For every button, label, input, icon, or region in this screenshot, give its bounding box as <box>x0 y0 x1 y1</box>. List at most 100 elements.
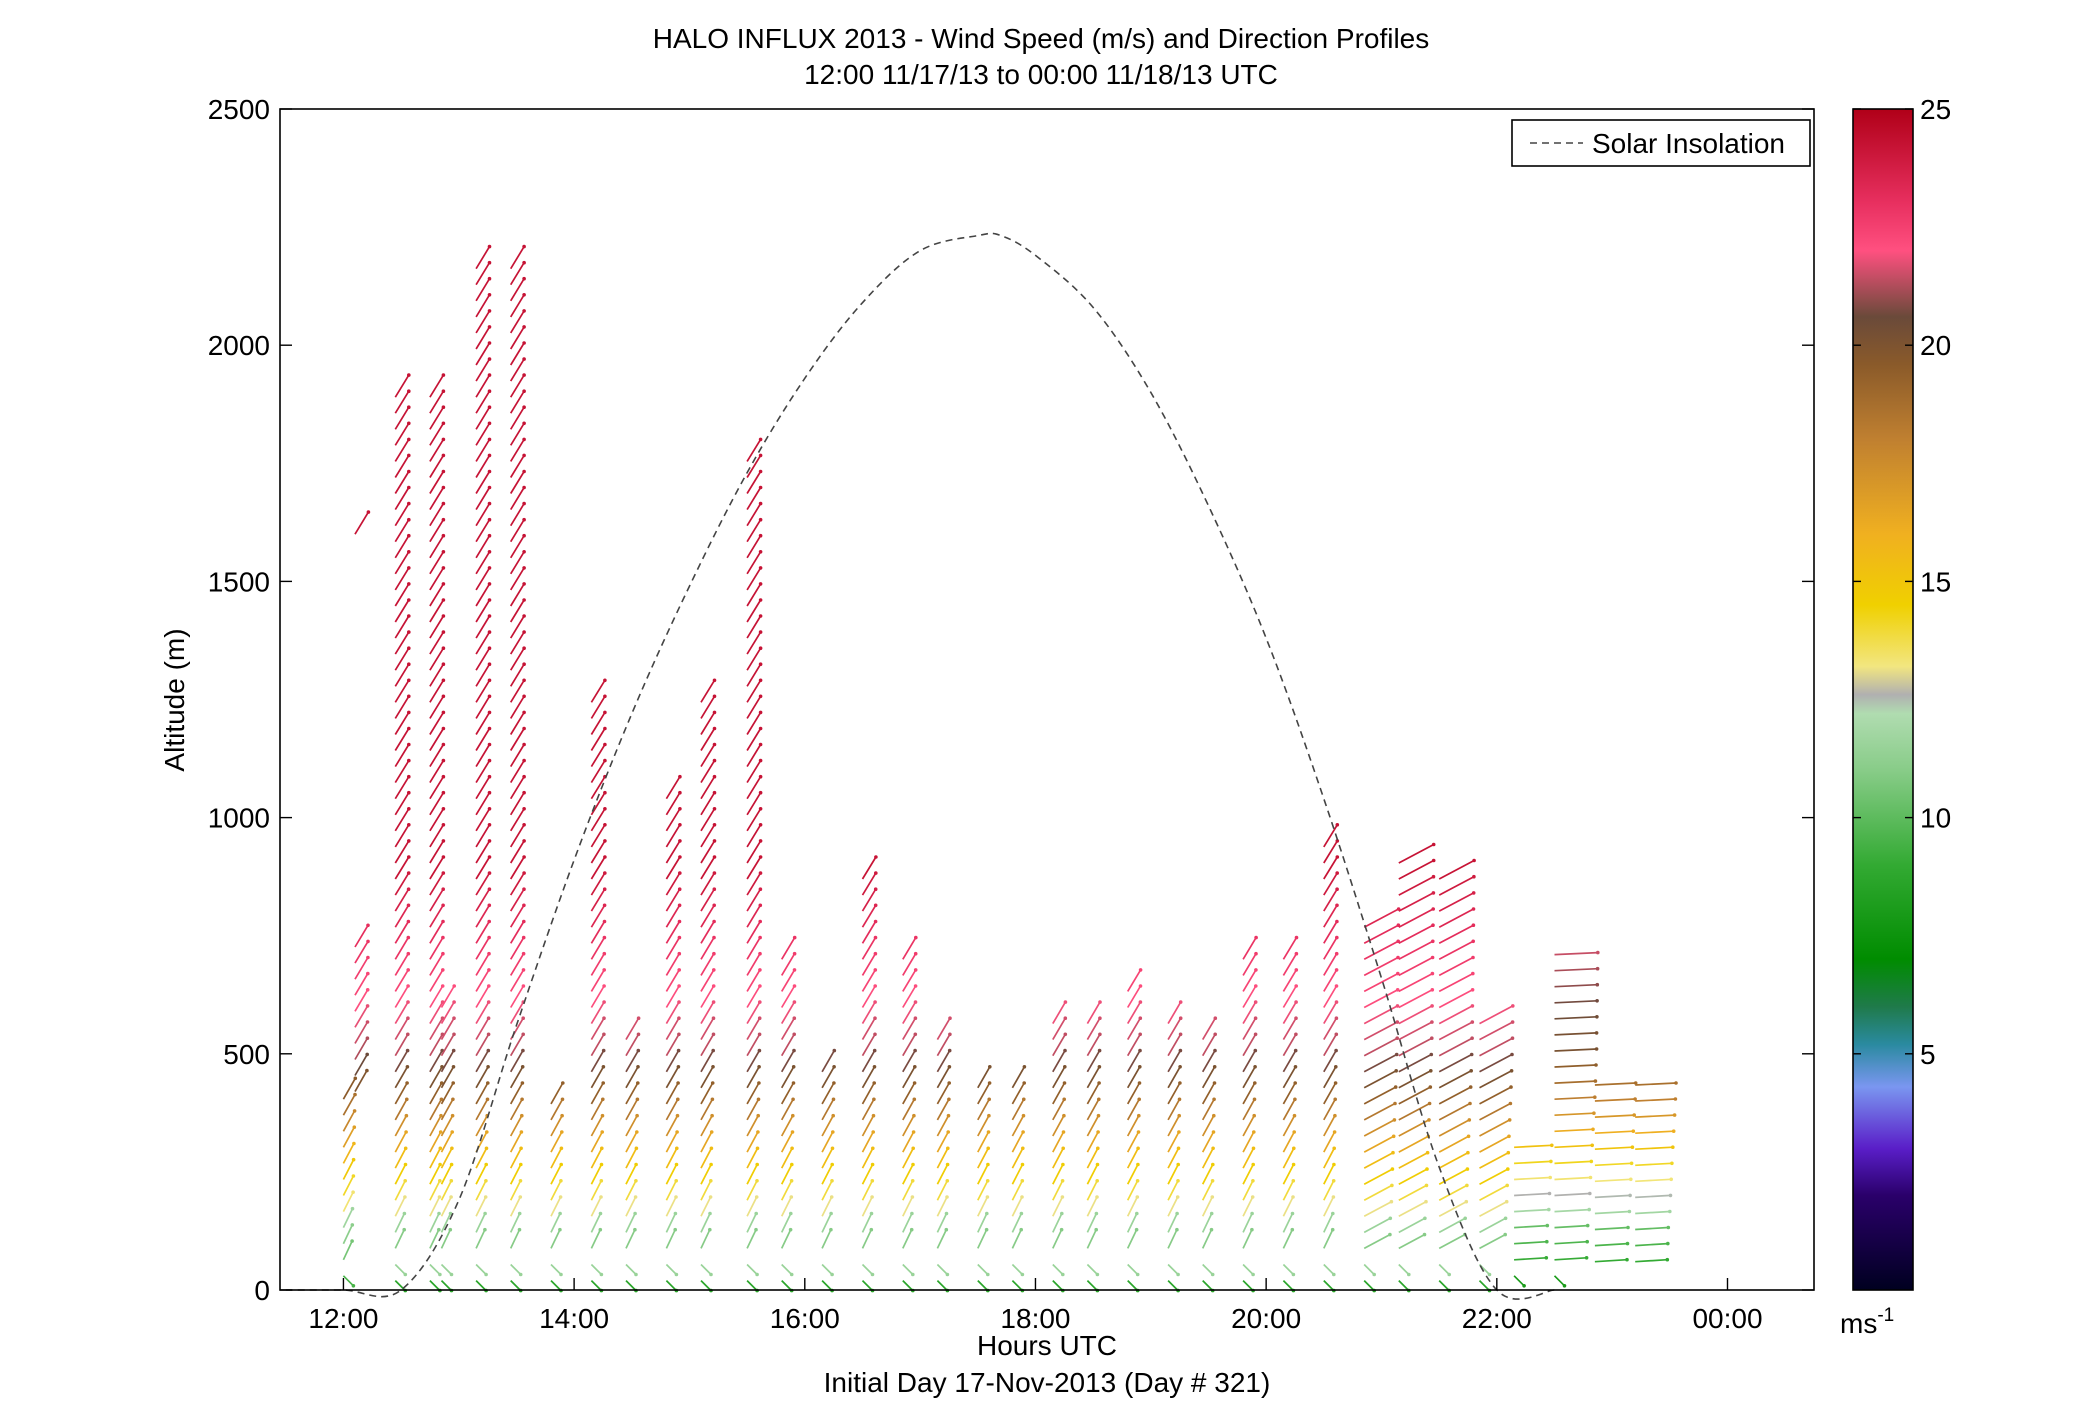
wind-vector-head <box>1632 1113 1636 1117</box>
wind-vector <box>780 1115 794 1137</box>
wind-vector <box>475 985 490 1008</box>
wind-vector <box>1438 1037 1473 1057</box>
wind-vector-head <box>1625 1241 1630 1246</box>
wind-vector <box>1242 1066 1256 1089</box>
wind-vector-head <box>1470 988 1475 992</box>
wind-vector-head <box>633 1195 638 1199</box>
wind-vector <box>440 1033 455 1057</box>
wind-vector-head <box>353 1076 358 1081</box>
legend: Solar Insolation <box>1511 119 1811 167</box>
wind-vector-head <box>1427 1101 1432 1106</box>
wind-vector-head <box>437 1227 441 1232</box>
wind-vector <box>746 792 762 816</box>
wind-vector-head <box>407 678 411 683</box>
wind-vector-head <box>405 1065 410 1069</box>
wind-vector <box>1479 1037 1513 1057</box>
wind-vector-head <box>873 1032 877 1037</box>
wind-vector-head <box>352 1125 357 1129</box>
wind-vector <box>1282 937 1298 960</box>
wind-vector <box>440 1050 455 1073</box>
wind-vector-head <box>944 1227 949 1232</box>
wind-vector-head <box>678 774 682 779</box>
wind-vector-head <box>1431 907 1435 911</box>
wind-vector <box>429 631 445 655</box>
wind-vector-head <box>485 1130 489 1134</box>
wind-vector <box>902 969 917 992</box>
wind-vector-head <box>1487 1272 1492 1277</box>
wind-vector <box>475 487 491 511</box>
wind-vector-head <box>1468 1101 1472 1106</box>
wind-vector-head <box>406 919 411 924</box>
wind-vector <box>550 1196 562 1217</box>
wind-vector-head <box>708 1211 712 1216</box>
wind-vector <box>509 808 525 832</box>
wind-vector <box>665 840 681 864</box>
wind-vector-head <box>1290 1211 1295 1216</box>
wind-vector <box>625 1263 637 1276</box>
wind-vector <box>429 1164 441 1185</box>
wind-vector <box>665 985 680 1008</box>
wind-vector-head <box>1292 1146 1296 1151</box>
wind-vector-head <box>1594 1031 1599 1035</box>
wind-vector-head <box>603 855 607 859</box>
wind-vector-head <box>1213 1032 1217 1037</box>
wind-vector <box>1554 1256 1587 1261</box>
wind-vector-head <box>522 276 526 281</box>
wind-vector-head <box>755 1272 759 1277</box>
wind-vector-head <box>602 903 607 908</box>
wind-vector-head <box>1094 1211 1099 1216</box>
wind-vector <box>590 1131 603 1153</box>
wind-vector <box>1086 1017 1101 1041</box>
wind-vector <box>1086 1098 1100 1121</box>
wind-vector-head <box>1059 1227 1064 1232</box>
wind-vector <box>342 1240 353 1261</box>
wind-vector <box>746 937 761 960</box>
wind-vector-head <box>1096 1113 1101 1118</box>
wind-vector-head <box>561 1081 565 1085</box>
wind-vector-head <box>522 790 526 795</box>
wind-vector-head <box>792 935 797 940</box>
wind-vector-head <box>521 1032 525 1037</box>
wind-vector <box>394 519 410 543</box>
wind-vector <box>1201 1131 1215 1153</box>
wind-vector <box>1011 1131 1024 1153</box>
wind-vector-head <box>602 951 607 956</box>
wind-vector-head <box>832 1065 836 1069</box>
wind-vector <box>1052 1147 1064 1169</box>
wind-vector <box>509 374 525 398</box>
wind-vector-head <box>521 1048 525 1053</box>
x-tick-label: 20:00 <box>1231 1303 1301 1334</box>
wind-vector <box>1323 1263 1335 1276</box>
wind-vector <box>746 856 762 880</box>
wind-vector <box>700 1263 712 1276</box>
wind-vector-head <box>1470 1036 1474 1040</box>
wind-vector-head <box>1251 1146 1256 1151</box>
wind-vector-head <box>441 887 446 891</box>
wind-vector <box>1282 953 1298 976</box>
wind-vector <box>1282 1279 1295 1292</box>
colorbar-unit-exponent: -1 <box>1877 1305 1894 1326</box>
wind-vector <box>590 840 606 864</box>
wind-vector-head <box>1209 1211 1214 1216</box>
wind-vector-head <box>871 1130 875 1134</box>
wind-vector <box>590 1066 605 1089</box>
wind-vector-head <box>635 1130 639 1134</box>
wind-vector-head <box>1213 1048 1217 1053</box>
wind-vector <box>394 1017 409 1041</box>
wind-vector-head <box>1506 1150 1511 1155</box>
wind-vector-head <box>1252 1097 1257 1102</box>
wind-vector-head <box>1595 999 1599 1003</box>
wind-vector <box>1242 953 1257 976</box>
wind-vector <box>1398 1005 1433 1025</box>
wind-vector-head <box>407 501 411 506</box>
wind-vector <box>821 1082 835 1105</box>
wind-vector-head <box>1394 1069 1398 1073</box>
wind-vector <box>936 1279 949 1292</box>
wind-vector <box>590 1082 604 1105</box>
wind-vector <box>354 973 369 996</box>
wind-vector-head <box>1587 1207 1591 1212</box>
wind-vector <box>509 278 525 302</box>
wind-vector-head <box>831 1130 835 1134</box>
wind-vector <box>1126 1164 1139 1185</box>
wind-vector <box>1282 985 1297 1008</box>
